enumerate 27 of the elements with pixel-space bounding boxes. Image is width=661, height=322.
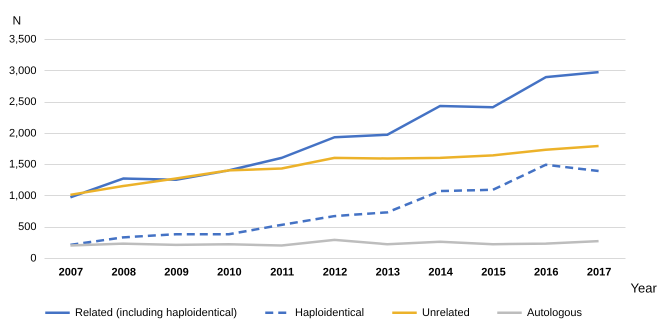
legend-label: Autologous (527, 306, 583, 319)
x-tick-label: 2008 (111, 266, 136, 278)
x-tick-label: 2014 (428, 266, 454, 278)
y-tick-label: 0 (30, 252, 36, 264)
line-series (69, 144, 600, 196)
legend-label: Unrelated (422, 306, 470, 319)
y-axis-title: N (12, 14, 22, 28)
y-tick-label: 2,500 (8, 96, 36, 108)
y-tick-label: 500 (18, 221, 36, 234)
x-tick-label: 2015 (481, 266, 506, 278)
y-tick-label: 1,000 (8, 190, 36, 202)
x-tick-label: 2010 (217, 266, 242, 278)
x-tick-label: 2013 (376, 266, 400, 278)
x-tick-label: 2009 (164, 266, 189, 278)
y-tick-label: 3,000 (8, 64, 36, 77)
legend-label: Related (including haploidentical) (75, 306, 238, 319)
y-tick-label: 1,500 (8, 158, 36, 171)
x-tick-label: 2016 (534, 266, 559, 278)
y-tick-label: 2,000 (8, 127, 36, 140)
y-tick-label: 3,500 (8, 34, 36, 46)
line-series (69, 164, 600, 246)
x-axis-title: Year (630, 280, 658, 296)
legend-label: Haploidentical (295, 306, 364, 319)
x-tick-label: 2012 (322, 266, 348, 278)
x-tick-label: 2007 (58, 266, 84, 278)
x-tick-label: 2017 (586, 266, 612, 278)
x-tick-label: 2011 (270, 266, 294, 278)
